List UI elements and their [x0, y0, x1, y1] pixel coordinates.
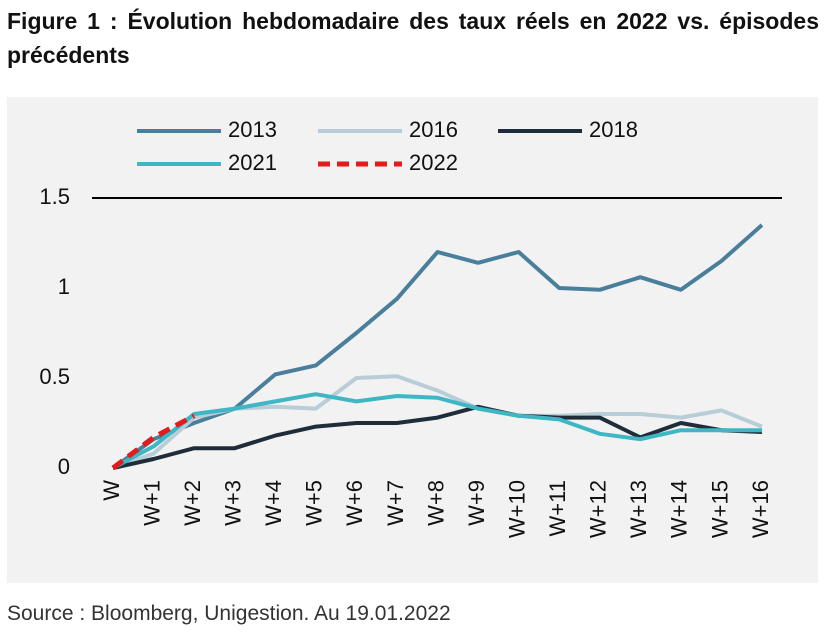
- y-tick-label: 0.5: [39, 364, 70, 389]
- x-tick-label: W+16: [748, 480, 773, 538]
- x-tick-label: W+7: [383, 480, 408, 526]
- y-tick-label: 0: [58, 454, 70, 479]
- x-tick-label: W+3: [221, 480, 246, 526]
- x-tick-label: W+15: [707, 480, 732, 538]
- x-tick-label: W+5: [302, 480, 327, 526]
- x-tick-label: W+11: [545, 480, 570, 536]
- x-tick-label: W+1: [139, 480, 164, 526]
- legend-label: 2018: [589, 117, 638, 142]
- source: Source : Bloomberg, Unigestion. Au 19.01…: [7, 602, 451, 625]
- legend-label: 2013: [228, 117, 277, 142]
- series-line: [112, 404, 763, 470]
- x-tick-label: W+14: [667, 480, 692, 538]
- x-tick-label: W+10: [504, 480, 529, 538]
- x-tick-label: W+8: [423, 480, 448, 526]
- series-line: [112, 392, 762, 470]
- chart: 0 0.5 1 1.5 W W+1 W+2 W+3 W+4 W+5 W+6 W+7 W+8 W+9 W+10…: [7, 97, 818, 583]
- chart-title: Figure 1 : Évolution hebdomadaire des ta…: [7, 8, 819, 68]
- legend-label: 2021: [228, 150, 277, 175]
- legend-label: 2016: [409, 117, 458, 142]
- x-tick-label: W+13: [626, 480, 651, 538]
- x-tick-label: W+2: [180, 480, 205, 526]
- plot-background: [7, 97, 818, 583]
- x-tick-label: W+6: [342, 480, 367, 526]
- x-tick-label: W: [99, 480, 124, 501]
- legend-label: 2022: [409, 150, 458, 175]
- series-line: [111, 413, 196, 470]
- x-tick-label: W+4: [261, 480, 286, 526]
- x-tick-label: W+12: [586, 480, 611, 538]
- x-tick-label: W+9: [464, 480, 489, 526]
- y-tick-label: 1: [58, 274, 70, 299]
- y-tick-label: 1.5: [39, 184, 70, 209]
